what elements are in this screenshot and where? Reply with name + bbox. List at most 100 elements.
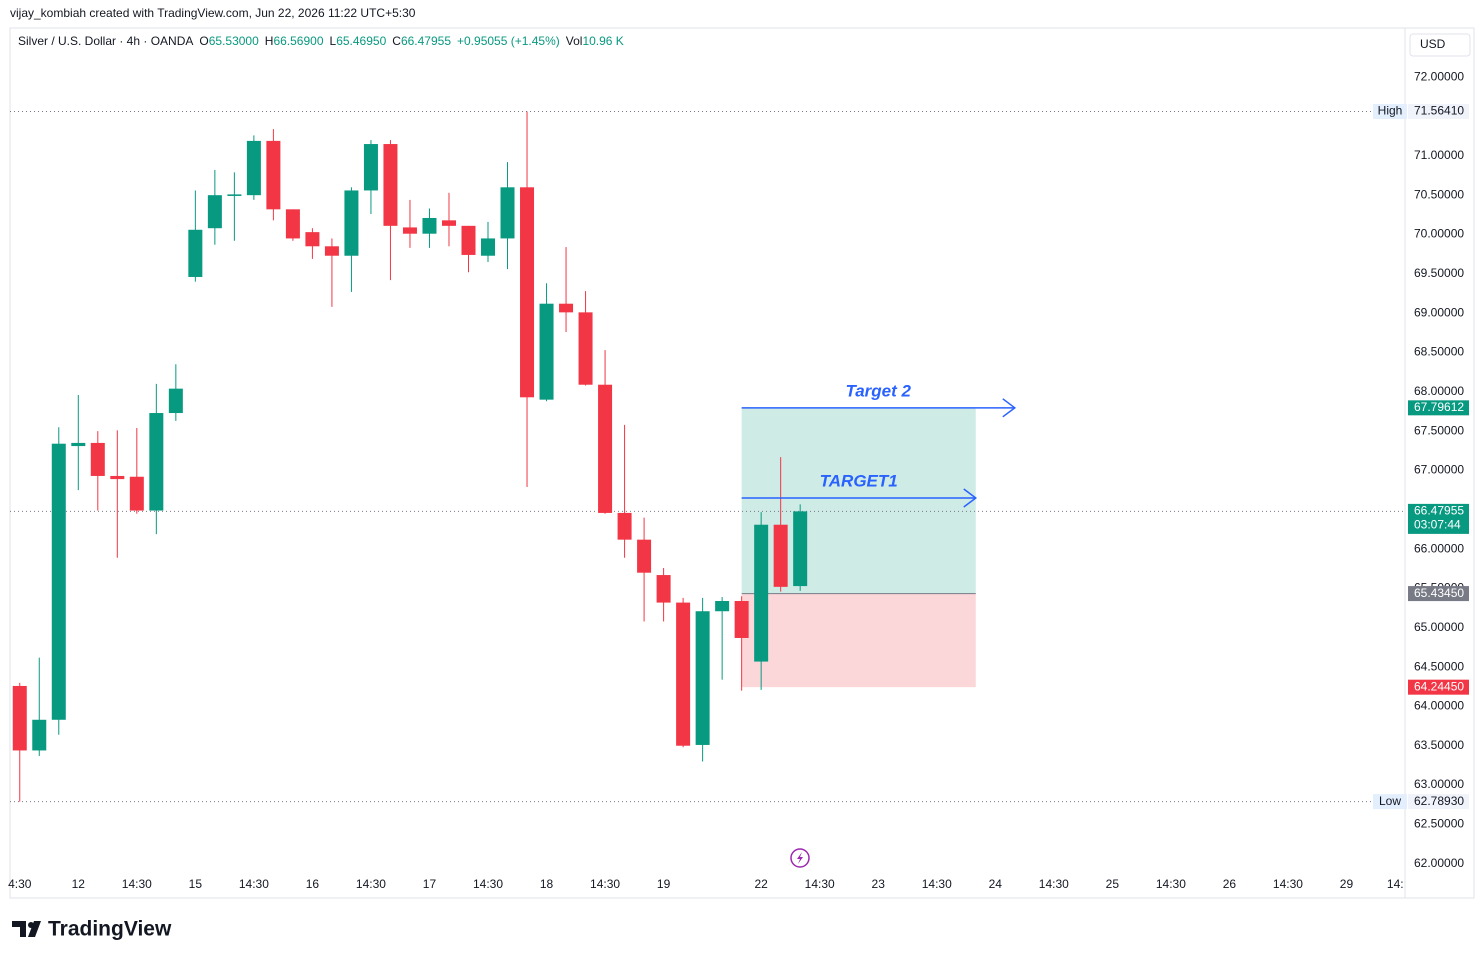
price-tag-name: Low <box>1379 794 1401 808</box>
x-tick-label: 14:30 <box>356 877 386 891</box>
currency: USD <box>1420 37 1446 51</box>
price-tag <box>1408 103 1469 119</box>
candle-body <box>441 220 456 226</box>
price-tag <box>1408 679 1469 695</box>
y-tick-label: 66.00000 <box>1414 541 1464 555</box>
x-tick-label: 14:30 <box>1156 877 1186 891</box>
candle-body <box>168 388 183 414</box>
candle-body <box>520 187 535 398</box>
legend-item: C <box>392 34 401 48</box>
candle-body <box>110 475 125 480</box>
candle-body <box>305 232 320 247</box>
candle-body <box>617 512 632 540</box>
legend: Silver / U.S. Dollar · 4h · OANDA O65.530… <box>18 34 624 48</box>
candle-body <box>71 442 86 447</box>
legend-item: 66.56900 <box>273 34 324 48</box>
candle-body <box>149 413 164 511</box>
y-tick-label: 64.00000 <box>1414 699 1464 713</box>
x-tick-label: 29 <box>1340 877 1354 891</box>
candle-body <box>363 144 378 191</box>
price-tag-label: 65.43450 <box>1414 586 1464 600</box>
candle-body <box>559 303 574 313</box>
x-tick-label: 26 <box>1223 877 1237 891</box>
candle-body <box>188 229 203 277</box>
price-tag-label: 62.78930 <box>1414 794 1464 808</box>
currency-box[interactable] <box>1409 33 1471 57</box>
y-tick-label: 72.00000 <box>1414 69 1464 83</box>
candle-body <box>539 303 554 400</box>
stop-zone <box>741 593 976 688</box>
candle-body <box>773 524 788 587</box>
x-tick-label: 14: <box>1387 877 1404 891</box>
arrow-head <box>1002 398 1017 418</box>
candle-body <box>461 225 476 255</box>
x-tick-label: 16 <box>306 877 320 891</box>
x-tick-label: 25 <box>1106 877 1120 891</box>
legend-item: L <box>329 34 337 48</box>
candle-body <box>637 539 652 573</box>
candle-body <box>285 209 300 239</box>
footer-logo-text: TradingView <box>48 918 172 941</box>
candle-body <box>500 187 515 239</box>
legend-item: 10.96 K <box>582 34 624 48</box>
candle-body <box>715 601 730 612</box>
replay-icon[interactable] <box>790 848 810 868</box>
x-tick-label: 14:30 <box>239 877 269 891</box>
legend-item: H <box>264 34 274 48</box>
y-tick-label: 65.00000 <box>1414 620 1464 634</box>
candle-body <box>481 238 496 256</box>
candle-body <box>207 195 222 229</box>
candle-body <box>246 140 261 196</box>
y-tick-label: 62.00000 <box>1414 856 1464 870</box>
annotation-text: Target 2 <box>845 381 911 400</box>
chart-frame <box>9 27 1475 899</box>
candle-body <box>734 601 749 638</box>
price-tag-label: 71.56410 <box>1414 104 1464 118</box>
x-tick-label: 14:30 <box>922 877 952 891</box>
candle-body <box>90 442 105 476</box>
x-tick-label: 18 <box>540 877 554 891</box>
price-tag-name-bg <box>1373 794 1407 810</box>
y-tick-label: 71.00000 <box>1414 148 1464 162</box>
price-tag-label: 66.47955 <box>1414 504 1464 518</box>
x-tick-label: 4:30 <box>8 877 32 891</box>
y-tick-label: 63.50000 <box>1414 738 1464 752</box>
y-tick-label: 63.00000 <box>1414 777 1464 791</box>
price-tag <box>1408 400 1469 416</box>
y-tick-label: 67.00000 <box>1414 463 1464 477</box>
candle-body <box>51 443 66 720</box>
plot-area: 62.00000 62.50000 63.00000 63.50000 64.00000… <box>8 69 1469 891</box>
legend-item: O <box>199 34 209 48</box>
y-tick-label: 68.50000 <box>1414 345 1464 359</box>
candle-body <box>695 611 710 745</box>
candle-body <box>266 140 281 210</box>
candle-body <box>598 384 613 513</box>
price-tag-name: High <box>1378 104 1403 118</box>
countdown: 03:07:44 <box>1414 518 1461 532</box>
candle-body <box>578 312 593 385</box>
y-tick-label: 69.50000 <box>1414 266 1464 280</box>
candle-body <box>656 575 671 603</box>
x-tick-label: 19 <box>657 877 671 891</box>
legend-item: 66.47955 <box>400 34 451 48</box>
y-tick-label: 64.50000 <box>1414 659 1464 673</box>
legend-item: 65.46950 <box>336 34 387 48</box>
x-tick-label: 24 <box>989 877 1003 891</box>
candle-body <box>754 524 769 662</box>
candle-body <box>402 227 417 234</box>
x-tick-label: 12 <box>72 877 86 891</box>
candle-body <box>422 217 437 234</box>
legend-item: 65.53000 <box>208 34 259 48</box>
x-tick-label: 23 <box>872 877 886 891</box>
x-tick-label: 17 <box>423 877 437 891</box>
price-tag <box>1408 586 1469 602</box>
y-tick-label: 69.00000 <box>1414 305 1464 319</box>
price-tag-name-bg <box>1373 103 1407 119</box>
price-tag-label: 67.79612 <box>1414 400 1464 414</box>
price-tag <box>1408 794 1469 810</box>
candle-body <box>793 511 808 587</box>
candle-body <box>12 685 27 751</box>
candle-body <box>227 194 242 196</box>
